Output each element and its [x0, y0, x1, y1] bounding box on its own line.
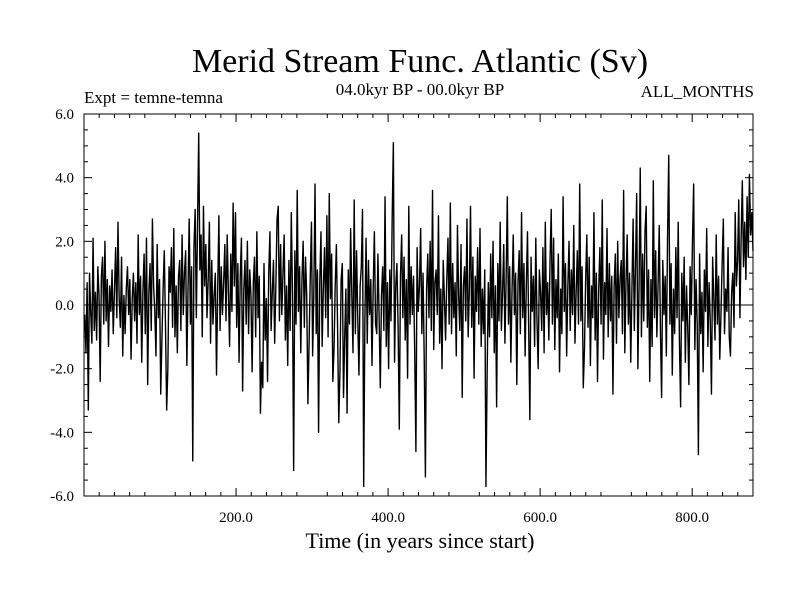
plot-frame	[83, 113, 754, 497]
x-tick-label: 400.0	[371, 510, 405, 526]
y-tick-label: 0.0	[55, 298, 74, 314]
y-tick-label: 6.0	[55, 107, 74, 123]
x-tick-label: 200.0	[219, 510, 253, 526]
axis-tick-labels: -6.0 -4.0 -2.0 0.0 2.0 4.0 6.0 200.0 400.0 600.0 8…	[50, 107, 709, 526]
experiment-label: Expt = temne-temna	[84, 88, 223, 107]
chart-title: Merid Stream Func. Atlantic (Sv)	[192, 43, 648, 80]
series-line	[84, 132, 754, 488]
plot-area: -6.0 -4.0 -2.0 0.0 2.0 4.0 6.0 200.0 400.0 600.0 8…	[50, 107, 754, 526]
y-tick-label: -4.0	[50, 425, 74, 441]
period-label: ALL_MONTHS	[641, 82, 754, 101]
y-tick-label: -6.0	[50, 489, 74, 505]
x-tick-label: 800.0	[675, 510, 709, 526]
y-tick-label: 4.0	[55, 171, 74, 187]
chart-subtitle: 04.0kyr BP - 00.0kyr BP	[336, 80, 504, 99]
y-tick-label: 2.0	[55, 234, 74, 250]
x-axis-label: Time (in years since start)	[306, 528, 535, 553]
x-tick-label: 600.0	[523, 510, 557, 526]
y-tick-label: -2.0	[50, 362, 74, 378]
